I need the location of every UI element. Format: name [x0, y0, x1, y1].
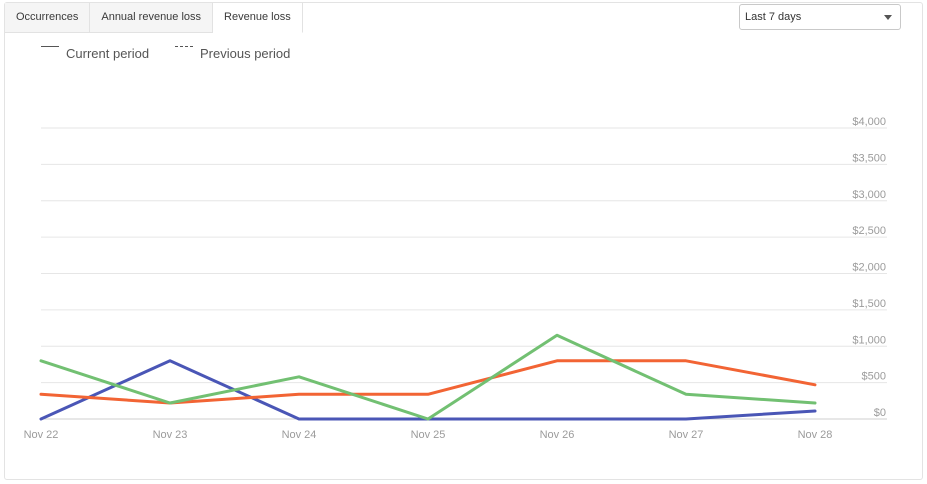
series-line-3[interactable]	[39, 333, 817, 421]
y-tick-label: $3,500	[852, 152, 886, 164]
y-tick-label: $1,500	[852, 298, 886, 310]
x-axis-ticks: Nov 22 Nov 23 Nov 24 Nov 25 Nov 26 Nov 27 Nov …	[24, 429, 833, 441]
legend-current-label[interactable]: Current period	[66, 46, 150, 61]
legend-previous-label[interactable]: Previous period	[200, 46, 291, 61]
x-tick-label: Nov 22	[24, 429, 59, 441]
tab-revenue-loss[interactable]: Revenue loss	[213, 3, 303, 33]
y-tick-label: $2,000	[852, 262, 886, 274]
period-select-value: Last 7 days	[745, 11, 802, 23]
tab-annual-revenue-loss[interactable]: Annual revenue loss	[90, 3, 214, 33]
legend-previous-swatch	[175, 46, 193, 47]
series-line-1[interactable]	[39, 359, 817, 421]
x-tick-label: Nov 23	[153, 429, 188, 441]
grid-lines	[41, 127, 887, 420]
x-tick-label: Nov 24	[282, 429, 317, 441]
legend-current-swatch	[41, 46, 59, 47]
x-tick-label: Nov 26	[540, 429, 575, 441]
x-tick-label: Nov 28	[798, 429, 833, 441]
y-tick-label: $4,000	[852, 116, 886, 128]
y-tick-label: $500	[862, 371, 886, 383]
y-tick-label: $1,000	[852, 334, 886, 346]
y-tick-label: $3,000	[852, 189, 886, 201]
x-tick-label: Nov 25	[411, 429, 446, 441]
y-tick-label: $2,500	[852, 225, 886, 237]
y-axis-ticks: $0 $500 $1,000 $1,500 $2,000 $2,500 $3,000 $3,5…	[852, 116, 886, 419]
tab-occurrences[interactable]: Occurrences	[5, 3, 91, 33]
chevron-down-icon	[884, 15, 892, 20]
y-tick-label: $0	[874, 407, 886, 419]
period-select[interactable]: Last 7 days	[739, 4, 901, 30]
x-tick-label: Nov 27	[669, 429, 704, 441]
series-lines	[39, 333, 817, 421]
tab-bar: Occurrences Annual revenue loss Revenue …	[5, 3, 303, 33]
